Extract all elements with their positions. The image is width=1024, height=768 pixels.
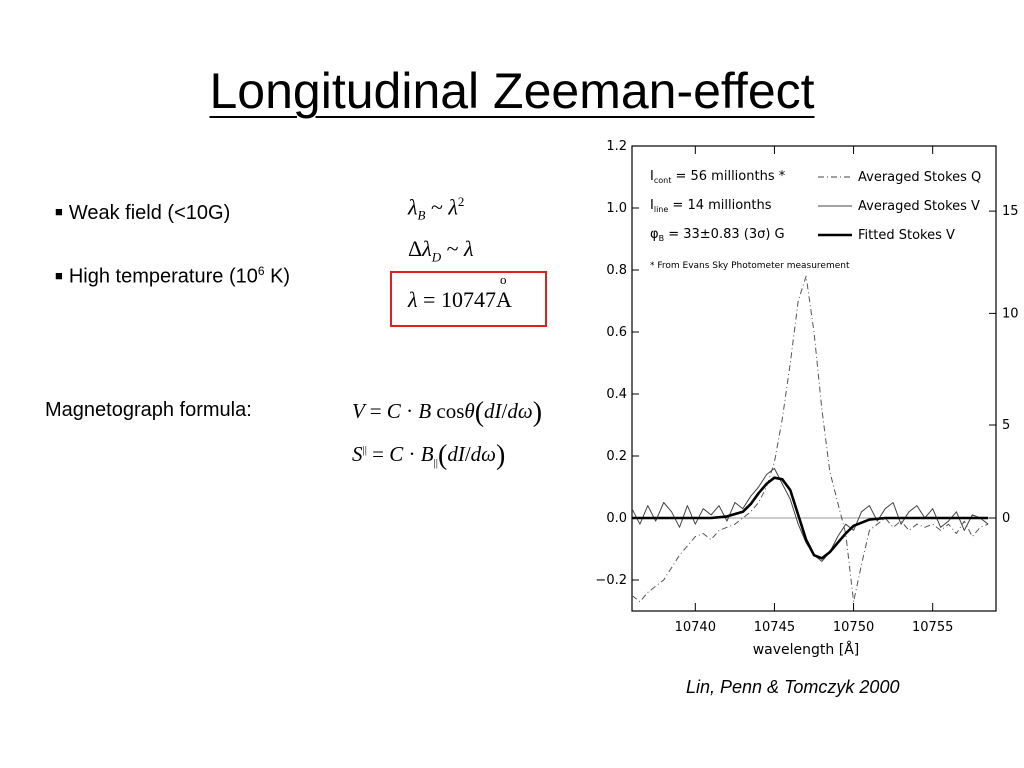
right-tick-label: 10 — [1002, 306, 1019, 321]
series-layer — [631, 275, 989, 603]
plot-frame — [631, 145, 997, 612]
bullet-weak-field: ■ Weak field (<10G) — [55, 202, 230, 225]
high-temp-text: High temperature (10 — [68, 265, 258, 288]
right-tick-label: 5 — [1002, 418, 1010, 433]
weak-field-text: Weak field (<10G) — [68, 202, 231, 224]
x-tick-label: 10750 — [833, 620, 874, 635]
x-axis-label: wavelength [Å] — [753, 641, 860, 658]
y-tick-label: 0.6 — [606, 325, 627, 340]
zeeman-scaling-formula: λB ~ λ2 — [408, 194, 465, 223]
y-tick-label: 0.4 — [606, 387, 627, 402]
wavelength-formula: λ = 10747A o — [408, 272, 512, 312]
legend-label-fit: Fitted Stokes V — [858, 228, 955, 243]
annotation-phi: φB = 33±0.83 (3σ) G — [650, 227, 785, 243]
annotation-note: * From Evans Sky Photometer measurement — [650, 261, 850, 271]
y-tick-label: 0.0 — [606, 511, 627, 526]
x-tick-label: 10745 — [754, 620, 795, 635]
chart-legend: Averaged Stokes Q Averaged Stokes V Fitt… — [818, 170, 981, 243]
y-tick-label: 1.2 — [606, 139, 627, 154]
stokes-v-formula: V = C · B cosθ(dI/dω) — [352, 397, 543, 428]
bullet-square-icon: ■ — [55, 267, 63, 283]
series-line-averaged-stokes-q — [631, 275, 989, 603]
plot-border — [631, 145, 997, 612]
series-line-fitted-stokes-v — [632, 476, 989, 560]
legend-label-v: Averaged Stokes V — [858, 199, 980, 214]
citation: Lin, Penn & Tomczyk 2000 — [686, 677, 900, 697]
stokes-parallel-formula: S|| = C · B||(dI/dω) — [352, 440, 506, 471]
annotation-icont: Icont = 56 millionths * — [650, 169, 786, 185]
y-tick-label: 0.8 — [606, 263, 627, 278]
annotation-iline: Iline = 14 millionths — [650, 198, 772, 214]
y-tick-label: 1.0 — [606, 201, 627, 216]
x-axis-ticks: 10740 10745 10750 10755 — [675, 146, 953, 635]
x-tick-label: 10740 — [675, 620, 716, 635]
wavelength-highlight-box — [390, 271, 547, 327]
magnetograph-label: Magnetograph formula: — [45, 399, 252, 421]
bullet-square-icon: ■ — [55, 204, 63, 219]
annotations: Icont = 56 millionths * Iline = 14 milli… — [650, 169, 850, 271]
right-axis-ticks: 0 5 10 15 — [989, 204, 1019, 526]
doppler-scaling-formula: ΔλD ~ λ — [408, 236, 474, 265]
slide-title: Longitudinal Zeeman-effect — [209, 63, 815, 119]
right-tick-label: 15 — [1002, 204, 1019, 219]
y-axis-ticks: −0.2 0.0 0.2 0.4 0.6 0.8 1.0 1.2 — [595, 139, 639, 588]
x-tick-label: 10755 — [912, 620, 953, 635]
y-tick-label: 0.2 — [606, 449, 627, 464]
high-temp-unit: K) — [264, 265, 291, 288]
legend-label-q: Averaged Stokes Q — [858, 170, 981, 185]
y-tick-label: −0.2 — [595, 573, 627, 588]
high-temp-exponent: 6 — [257, 264, 265, 278]
bullet-high-temperature: ■ High temperature (106 K) — [55, 264, 290, 289]
right-tick-label: 0 — [1002, 511, 1010, 526]
